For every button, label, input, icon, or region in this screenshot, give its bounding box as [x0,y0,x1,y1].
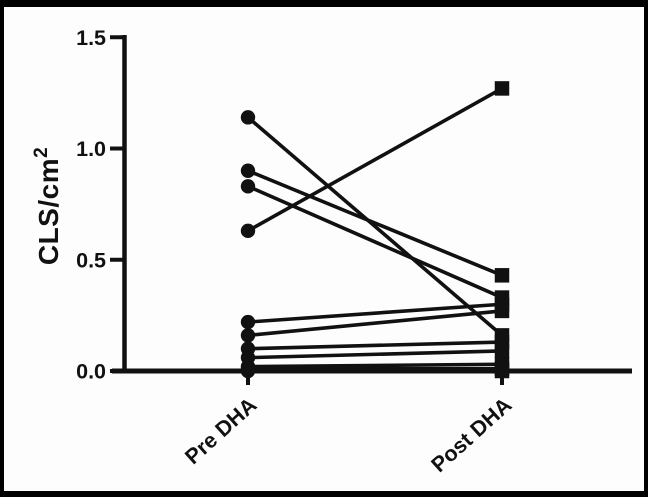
pre-dha-data-point [240,179,256,194]
pair-connector-line [247,86,503,233]
pre-dha-markers [240,110,256,379]
y-axis-title-superscript: 2 [31,147,52,158]
post-dha-data-point [494,343,510,359]
pair-connector-line [247,169,503,277]
pre-dha-data-point [240,314,256,330]
category-label-pre-dha: Pre DHA [180,393,261,469]
post-dha-data-point [494,363,510,379]
post-dha-markers [494,81,510,379]
y-axis-tick-labels: 0.0 0.5 1.0 1.5 [76,26,106,384]
pre-dha-data-point [240,328,256,343]
pre-dha-data-point [240,110,256,125]
y-tick-label-0.5: 0.5 [76,248,106,272]
y-tick-label-0.0: 0.0 [76,360,106,384]
y-axis-title: CLS/cm2 [31,147,64,265]
pair-connector-line [247,340,503,351]
category-label-post-dha: Post DHA [427,393,517,477]
y-tick-label-1.5: 1.5 [76,26,106,50]
y-tick-label-1.0: 1.0 [76,137,106,161]
x-axis-category-labels: Pre DHA Post DHA [180,393,516,477]
pair-connector-line [247,309,503,338]
pre-dha-data-point [240,363,256,379]
pair-connector-line [246,115,504,337]
pair-connector-lines [246,86,504,373]
pair-connector-line [247,302,503,324]
post-dha-data-point [494,268,510,283]
pre-dha-data-point [240,223,256,239]
y-axis-title-base: CLS/cm [33,158,64,265]
pair-connector-line [247,349,503,360]
pair-connector-line [247,184,503,300]
pair-connector-line [247,362,503,369]
y-axis-ticks [110,35,125,373]
pre-dha-data-point [240,163,256,178]
post-dha-data-point [494,303,510,319]
paired-plot-canvas: 0.0 0.5 1.0 1.5 CLS/cm2 Pre DHA Post DHA [31,26,632,477]
post-dha-data-point [494,81,510,96]
